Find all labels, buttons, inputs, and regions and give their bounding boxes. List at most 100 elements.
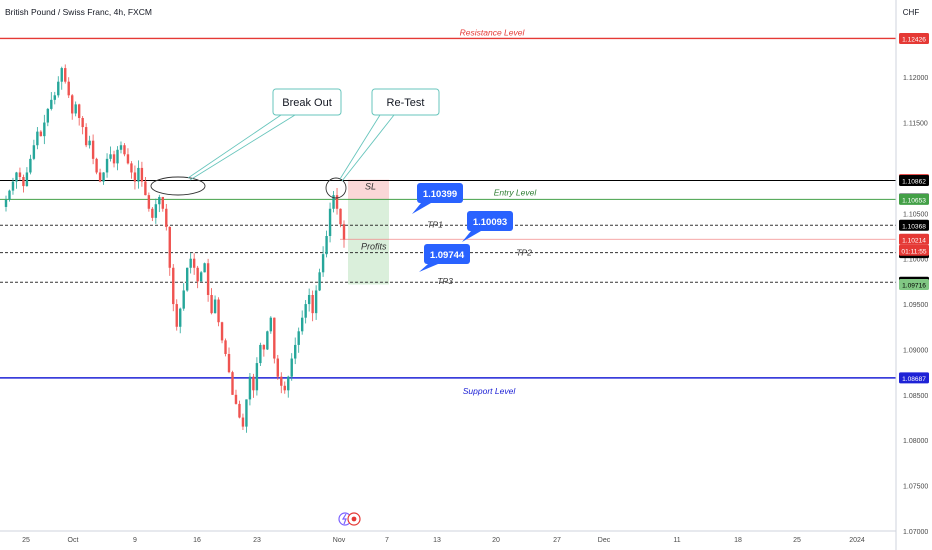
time-tick-label: 25	[22, 537, 30, 544]
price-label-tag[interactable]	[899, 32, 929, 44]
price-label-tag[interactable]	[899, 174, 929, 186]
candle-body	[147, 195, 151, 209]
candle-body	[88, 140, 91, 146]
sl-label: SL	[365, 182, 376, 192]
candle-body	[102, 172, 105, 182]
callout-tp1-box[interactable]	[417, 183, 463, 203]
price-label-text: 1.08687	[902, 376, 926, 383]
time-axis[interactable]: 25 Oct 9 16 23 Nov 7 13 20 27 Dec 11 18 25 2024	[22, 512, 865, 544]
candle-body	[307, 295, 311, 305]
candle-body	[116, 149, 119, 164]
price-label-tag[interactable]	[899, 278, 929, 290]
price-label-text: 1.10653	[902, 197, 926, 204]
candle-body	[203, 263, 206, 273]
trade-position-box[interactable]: SL Profits	[348, 179, 389, 285]
candle-body	[321, 254, 325, 273]
candle-body	[175, 304, 178, 327]
candlesticks[interactable]	[4, 64, 346, 433]
break-out-bubble[interactable]	[272, 88, 342, 116]
re-test-bubble[interactable]	[371, 88, 440, 116]
candle-body	[11, 181, 15, 191]
candle-body	[161, 196, 165, 209]
price-label-tag[interactable]	[899, 219, 929, 231]
callout-tp3-box[interactable]	[424, 244, 470, 264]
re-test-circle[interactable]	[325, 177, 347, 199]
candle-body	[84, 127, 88, 146]
price-tick-label: 1.08500	[903, 393, 928, 400]
candle-body	[227, 354, 231, 373]
candle-body	[98, 172, 102, 182]
candle-body	[266, 331, 269, 350]
take-profit-zone[interactable]	[348, 199, 389, 285]
price-tick-label: 1.10500	[903, 211, 928, 218]
candle-body	[74, 104, 77, 114]
level-label-resistance: Resistance Level	[460, 27, 526, 37]
price-tick-label: 1.09000	[903, 347, 928, 354]
candle-body	[283, 385, 286, 391]
price-label-tag[interactable]	[899, 233, 929, 245]
candle-body	[314, 290, 318, 314]
earnings-dot	[351, 516, 357, 522]
candle-body	[50, 99, 53, 109]
candle-body	[231, 372, 234, 395]
candle-body	[4, 199, 8, 207]
candle-body	[130, 163, 133, 173]
callout-tp2-tail	[462, 231, 481, 242]
callout-tp2-value: 1.10093	[473, 217, 507, 228]
time-tick-label: Dec	[598, 537, 611, 544]
symbol-title[interactable]: British Pound / Swiss Franc, 4h, FXCM	[5, 7, 152, 17]
break-out-pointer-2	[189, 114, 296, 181]
countdown-tag	[899, 244, 929, 256]
time-tick-label: 23	[253, 537, 261, 544]
candle-body	[112, 154, 116, 164]
candle-body	[71, 95, 74, 114]
callout-tp1-value: 1.10399	[423, 189, 457, 200]
time-tick-label: Nov	[333, 537, 346, 544]
candle-body	[311, 295, 314, 314]
candle-body	[248, 376, 252, 400]
re-test-pointer	[339, 114, 381, 180]
candle-body	[189, 258, 192, 268]
price-label-text: 1.10862	[902, 178, 926, 185]
level-label-tp2: TP2	[516, 248, 532, 258]
callout-tp1-tail	[412, 203, 431, 214]
candle-body	[342, 224, 346, 240]
candle-body	[328, 208, 332, 236]
currency-label[interactable]: CHF	[903, 8, 920, 17]
candle-body	[81, 118, 84, 128]
price-tick-label: 1.07000	[903, 529, 928, 536]
candle-body	[46, 108, 50, 123]
tv-event-icons[interactable]	[338, 512, 361, 526]
candle-body	[262, 344, 266, 350]
candle-body	[287, 376, 290, 391]
candle-body	[109, 154, 112, 159]
candle-body	[269, 317, 273, 332]
candle-body	[276, 358, 279, 377]
break-out-ellipse[interactable]	[150, 176, 206, 196]
time-tick-label: 20	[492, 537, 500, 544]
lightning-glyph	[341, 513, 347, 525]
candle-body	[290, 358, 293, 377]
price-label-tag[interactable]	[899, 193, 929, 205]
candle-body	[335, 195, 339, 209]
time-tick-label: 9	[133, 537, 137, 544]
candle-body	[64, 68, 67, 82]
candle-body	[25, 172, 29, 187]
price-label-tag[interactable]	[899, 372, 929, 384]
candle-body	[318, 272, 321, 291]
price-label-text: 1.10214	[902, 237, 926, 244]
annotations[interactable]: Break Out Re-Test 1.10399 1.10093 1.09744	[150, 88, 513, 272]
candle-body	[339, 208, 342, 225]
stop-loss-zone[interactable]	[348, 179, 389, 200]
candle-body	[60, 68, 63, 82]
candle-body	[119, 145, 123, 150]
candle-body	[29, 158, 32, 173]
break-out-pointer	[187, 114, 282, 179]
callout-tp2-box[interactable]	[467, 211, 513, 231]
time-tick-label: 16	[193, 537, 201, 544]
candle-body	[252, 376, 255, 391]
break-out-label: Break Out	[282, 97, 332, 109]
